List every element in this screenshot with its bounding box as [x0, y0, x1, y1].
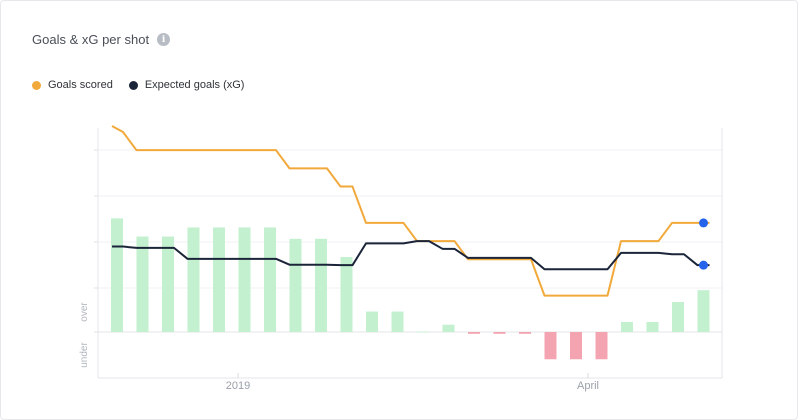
over-label: over: [79, 302, 90, 322]
chart-title: Goals & xG per shot: [32, 32, 150, 47]
shot-bar: [493, 332, 506, 334]
shot-bar: [238, 227, 251, 332]
legend-swatch-goals: [32, 80, 41, 90]
shot-bar: [672, 302, 684, 332]
shot-bar: [136, 236, 149, 332]
legend-label-xg: Expected goals (xG): [144, 79, 245, 91]
shot-bar: [187, 227, 200, 332]
shot-bar: [417, 331, 429, 333]
shot-bar: [442, 324, 455, 332]
shot-bar: [570, 332, 582, 360]
shot-bar: [213, 227, 225, 332]
shot-bar: [315, 238, 327, 332]
shot-bar: [162, 236, 174, 332]
chart-legend: Goals scored Expected goals (xG): [32, 79, 244, 91]
shot-bar: [621, 322, 633, 332]
info-icon[interactable]: i: [157, 33, 171, 46]
shot-bar: [468, 332, 480, 334]
shot-bar: [697, 290, 710, 332]
goals-scored-line: [111, 125, 710, 297]
shot-bar: [264, 227, 276, 332]
goals-scored-endpoint: [699, 218, 708, 228]
x-tick-label: April: [577, 380, 599, 392]
legend-item-goals[interactable]: Goals scored: [32, 79, 113, 91]
shot-bar: [595, 332, 608, 360]
shot-bar: [646, 322, 659, 332]
xg-line: [112, 240, 710, 271]
shot-bar: [340, 257, 353, 332]
xg-endpoint: [699, 260, 708, 270]
shot-bar: [391, 311, 404, 332]
shot-bar: [111, 218, 123, 332]
legend-label-goals: Goals scored: [48, 79, 113, 91]
shot-bar: [289, 238, 302, 332]
shot-bar: [544, 332, 557, 360]
shot-bar: [366, 311, 378, 332]
legend-swatch-xg: [128, 80, 138, 90]
shot-bar: [519, 332, 531, 334]
x-tick-label: 2019: [226, 380, 250, 392]
panel-header: Goals & xG per shot i: [32, 32, 171, 47]
goals-xg-chart: 2019 April over under: [79, 125, 723, 392]
under-label: under: [79, 342, 90, 368]
legend-item-xg[interactable]: Expected goals (xG): [128, 79, 245, 91]
